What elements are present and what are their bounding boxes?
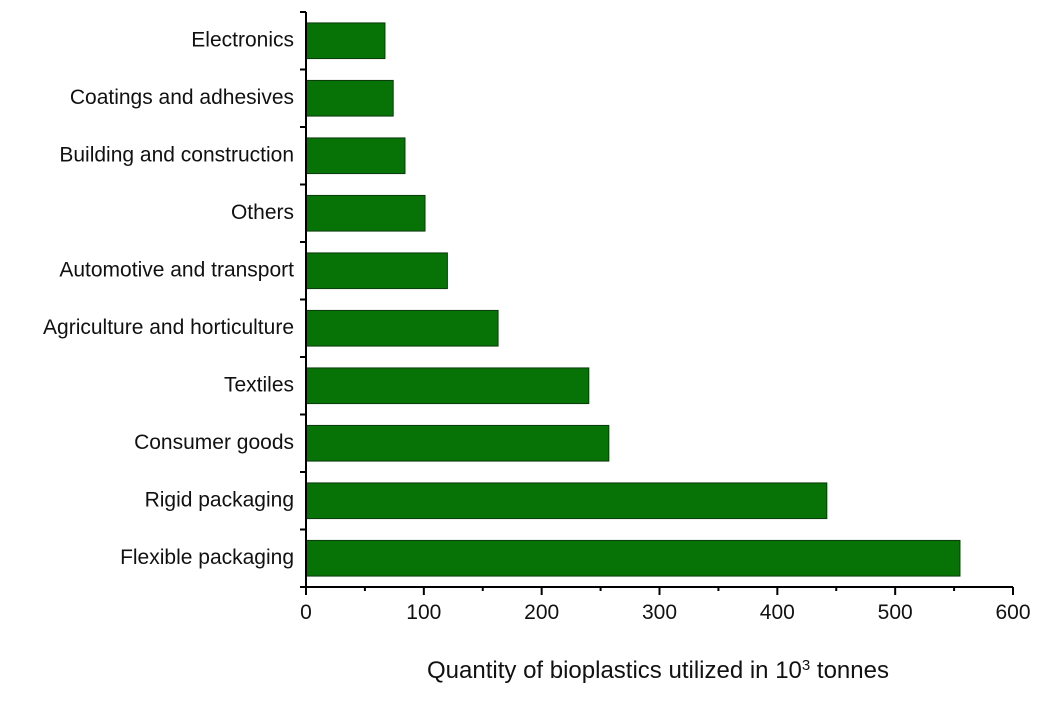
bar-automotive-and-transport: [305, 252, 448, 290]
x-tick-label-400: 400: [760, 601, 795, 624]
x-tick-label-100: 100: [406, 601, 441, 624]
bar-rigid-packaging: [305, 482, 828, 520]
bar-agriculture-and-horticulture: [305, 309, 499, 347]
category-label-textiles: Textiles: [224, 373, 294, 396]
category-label-coatings-and-adhesives: Coatings and adhesives: [70, 86, 294, 109]
category-label-building-and-construction: Building and construction: [59, 143, 294, 166]
category-label-automotive-and-transport: Automotive and transport: [59, 258, 294, 281]
x-axis-title-tail: tonnes: [810, 657, 889, 684]
x-axis-title: Quantity of bioplastics utilized in 103 …: [427, 657, 889, 685]
bar-consumer-goods: [305, 424, 610, 462]
x-tick-label-0: 0: [300, 601, 312, 624]
axes-layer: [300, 11, 1014, 595]
x-tick-label-600: 600: [995, 601, 1030, 624]
bar-others: [305, 194, 426, 232]
x-tick-label-300: 300: [642, 601, 677, 624]
category-label-others: Others: [231, 201, 294, 224]
bar-electronics: [305, 22, 386, 60]
x-tick-label-200: 200: [524, 601, 559, 624]
bar-textiles: [305, 367, 590, 405]
category-label-electronics: Electronics: [191, 28, 294, 51]
category-label-flexible-packaging: Flexible packaging: [120, 546, 294, 569]
x-axis-title-superscript: 3: [802, 657, 810, 674]
category-label-agriculture-and-horticulture: Agriculture and horticulture: [43, 316, 294, 339]
bar-flexible-packaging: [305, 539, 961, 577]
category-label-rigid-packaging: Rigid packaging: [145, 488, 294, 511]
x-axis-title-main: Quantity of bioplastics utilized in 10: [427, 657, 802, 684]
category-label-consumer-goods: Consumer goods: [134, 431, 294, 454]
x-tick-label-500: 500: [878, 601, 913, 624]
labels-layer: Electronics Coatings and adhesives Buildin…: [43, 28, 1030, 624]
bars-layer: [305, 22, 961, 577]
bar-coatings-and-adhesives: [305, 79, 394, 117]
bar-building-and-construction: [305, 137, 406, 175]
